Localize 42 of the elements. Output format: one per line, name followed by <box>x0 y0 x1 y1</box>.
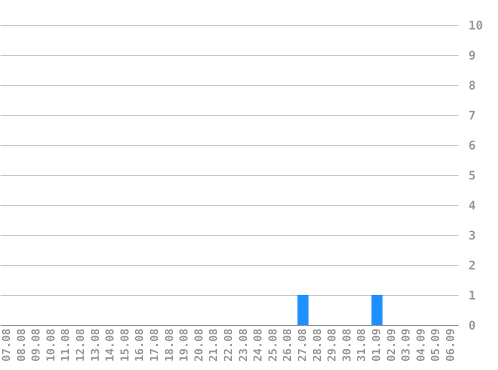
x-tick-label: 26.08 <box>281 328 294 362</box>
x-tick-label: 14.08 <box>104 328 117 362</box>
y-tick-label: 7 <box>468 108 476 122</box>
x-tick-label: 15.08 <box>118 328 132 362</box>
x-tick-label: 23.08 <box>236 328 250 362</box>
x-tick-label: 19.08 <box>178 328 191 362</box>
y-tick-label: 4 <box>468 198 476 212</box>
x-tick-label: 12.08 <box>74 328 88 362</box>
x-tick-label: 07.08 <box>0 328 14 362</box>
x-tick-label: 17.08 <box>148 328 162 362</box>
y-tick-label: 1 <box>468 288 476 302</box>
x-tick-label: 13.08 <box>88 328 102 362</box>
x-tick-label: 09.08 <box>30 328 43 362</box>
x-tick-label: 30.08 <box>340 328 354 362</box>
y-tick-label: 5 <box>468 168 476 182</box>
y-tick-label: 8 <box>468 78 476 92</box>
y-tick-label: 6 <box>468 138 476 152</box>
x-tick-label: 04.09 <box>414 328 428 362</box>
y-tick-label: 3 <box>468 228 476 242</box>
x-tick-label: 21.08 <box>207 328 220 362</box>
x-tick-label: 02.09 <box>384 328 398 362</box>
y-tick-label: 0 <box>468 318 476 332</box>
x-tick-label: 27.08 <box>296 328 309 362</box>
x-tick-label: 29.08 <box>326 328 339 362</box>
x-tick-label: 03.09 <box>400 328 413 362</box>
x-tick-label: 10.08 <box>44 328 58 362</box>
x-tick-label: 01.09 <box>370 328 383 362</box>
y-tick-label: 9 <box>468 48 476 62</box>
x-tick-label: 24.08 <box>252 328 265 362</box>
x-tick-label: 06.09 <box>444 328 457 362</box>
x-tick-label: 20.08 <box>192 328 206 362</box>
x-tick-label: 31.08 <box>355 328 368 362</box>
y-tick-label: 2 <box>468 258 476 272</box>
x-tick-label: 08.08 <box>14 328 28 362</box>
x-tick-label: 16.08 <box>133 328 146 362</box>
x-tick-label: 25.08 <box>266 328 280 362</box>
x-tick-label: 11.08 <box>59 328 72 362</box>
y-tick-label: 10 <box>468 18 483 32</box>
x-tick-label: 05.09 <box>429 328 442 362</box>
x-tick-label: 28.08 <box>310 328 324 362</box>
x-tick-label: 22.08 <box>222 328 235 362</box>
x-tick-label: 18.08 <box>162 328 176 362</box>
